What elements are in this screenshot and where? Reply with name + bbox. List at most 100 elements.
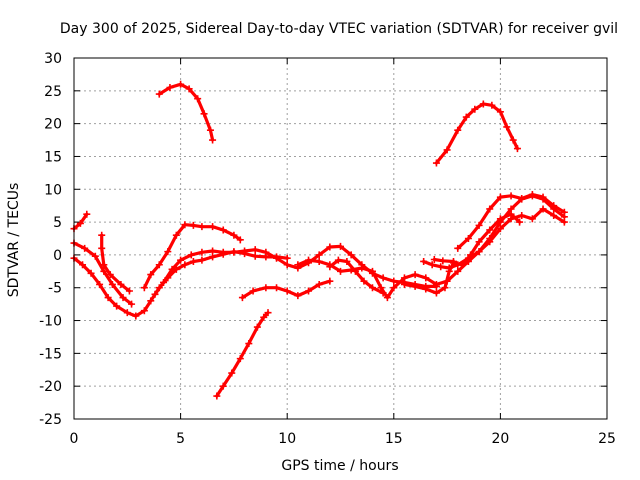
data-point	[351, 267, 359, 275]
data-point	[422, 285, 430, 293]
data-point	[241, 247, 249, 255]
data-point	[445, 264, 453, 272]
data-point	[422, 274, 430, 282]
data-point	[219, 226, 227, 234]
data-point	[550, 202, 558, 210]
data-point	[117, 280, 125, 288]
data-point	[411, 271, 419, 279]
data-point	[236, 236, 244, 244]
data-point	[337, 267, 344, 275]
data-point	[245, 340, 253, 348]
data-point	[100, 261, 108, 269]
data-point	[315, 280, 323, 288]
data-point	[528, 215, 536, 223]
y-axis-label: SDTVAR / TECUs	[6, 183, 22, 298]
data-point	[262, 284, 270, 292]
data-point	[251, 246, 259, 254]
data-point	[91, 252, 99, 260]
data-point	[550, 212, 558, 220]
data-point	[464, 235, 472, 242]
data-point	[262, 248, 270, 256]
data-point	[106, 271, 114, 279]
data-point	[411, 282, 419, 290]
x-tick-label: 25	[598, 431, 616, 447]
data-point	[437, 263, 445, 271]
data-point	[518, 212, 526, 220]
data-point	[539, 193, 547, 201]
data-point	[305, 256, 313, 264]
data-point	[140, 307, 148, 315]
y-tick-label: 15	[44, 149, 62, 165]
data-point	[513, 145, 521, 153]
data-point	[454, 261, 462, 269]
data-point	[443, 146, 451, 154]
data-point	[358, 264, 366, 272]
data-point	[189, 221, 197, 229]
data-point	[79, 261, 87, 269]
axis-ticks: 0 5 10 15 20 25 -25 -20 -15 -10 -5 0 5 10 15 20 25 30	[39, 51, 616, 447]
y-tick-label: 5	[53, 215, 62, 231]
data-point	[432, 280, 440, 288]
data-point	[503, 123, 511, 131]
data-point	[454, 126, 462, 134]
data-point	[471, 105, 479, 113]
data-point	[486, 205, 494, 213]
data-point	[496, 218, 504, 226]
data-point	[251, 252, 259, 260]
y-tick-label: -5	[48, 281, 62, 297]
data-point	[155, 261, 163, 269]
data-point	[260, 313, 268, 321]
data-point	[273, 254, 281, 262]
data-point	[326, 263, 334, 271]
x-axis-label: GPS time / hours	[281, 458, 398, 474]
y-tick-label: 30	[44, 51, 62, 67]
data-point	[560, 208, 568, 216]
data-point	[181, 261, 189, 269]
data-point	[187, 251, 195, 259]
data-point	[164, 248, 172, 256]
y-tick-label: -15	[39, 346, 62, 362]
data-point	[428, 261, 436, 269]
data-point	[119, 294, 127, 302]
data-point	[98, 231, 106, 239]
data-point	[294, 292, 302, 300]
data-point	[377, 284, 385, 292]
data-point	[264, 309, 272, 317]
data-point	[194, 95, 202, 103]
data-point	[294, 261, 302, 269]
data-point	[147, 297, 155, 305]
y-tick-label: -25	[39, 412, 62, 428]
data-point	[236, 355, 244, 363]
data-point	[238, 294, 246, 302]
data-point	[379, 289, 387, 297]
x-tick-label: 20	[491, 431, 509, 447]
y-tick-label: 10	[44, 182, 62, 198]
series-s6	[153, 244, 438, 296]
x-tick-label: 0	[70, 431, 79, 447]
data-point	[230, 248, 238, 256]
data-point	[209, 247, 217, 255]
data-point	[283, 261, 291, 269]
x-tick-label: 10	[278, 431, 296, 447]
data-point	[198, 223, 206, 231]
series-s15	[434, 102, 520, 165]
data-point	[181, 221, 189, 229]
y-tick-label: 20	[44, 117, 62, 133]
data-point	[486, 226, 494, 234]
y-tick-label: 25	[44, 84, 62, 100]
data-point	[228, 369, 236, 377]
data-point	[326, 243, 334, 251]
data-point	[200, 110, 208, 118]
data-point	[177, 80, 185, 88]
data-point	[83, 210, 91, 218]
data-point	[98, 244, 106, 252]
data-point	[496, 225, 504, 233]
x-tick-label: 15	[385, 431, 403, 447]
data-point	[462, 113, 470, 121]
data-point	[209, 136, 217, 144]
data-point	[198, 256, 206, 264]
data-point	[189, 257, 197, 265]
data-point	[315, 251, 323, 259]
data-point	[368, 267, 376, 275]
